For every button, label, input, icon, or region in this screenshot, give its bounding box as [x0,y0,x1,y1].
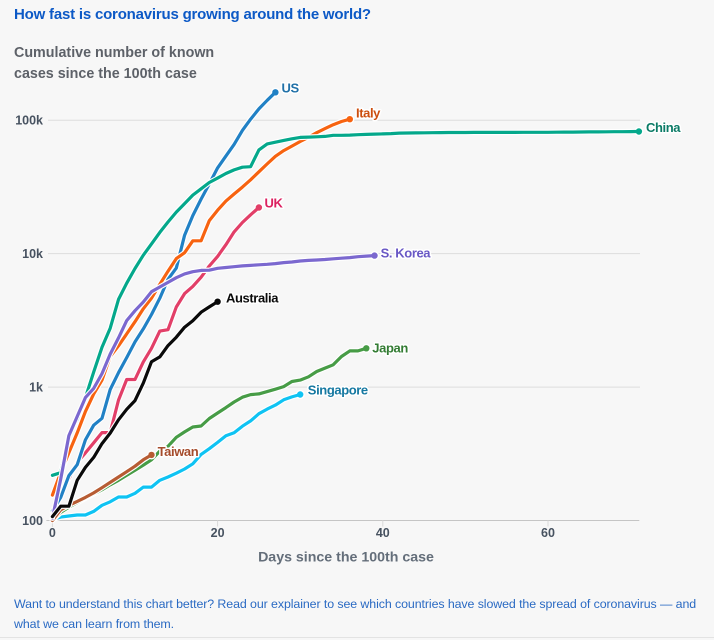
svg-text:Australia: Australia [226,291,279,306]
svg-text:UK: UK [265,196,284,211]
svg-text:40: 40 [376,526,390,540]
svg-text:60: 60 [541,526,555,540]
svg-text:Japan: Japan [372,340,408,355]
svg-text:1k: 1k [29,381,43,395]
svg-text:S. Korea: S. Korea [381,245,432,260]
svg-text:0: 0 [49,526,56,540]
svg-text:US: US [282,81,300,96]
svg-text:Days since the 100th case: Days since the 100th case [258,550,434,566]
svg-text:20: 20 [211,526,225,540]
svg-text:100k: 100k [15,114,43,128]
svg-text:Singapore: Singapore [308,383,368,398]
svg-text:10k: 10k [22,247,43,261]
svg-text:Taiwan: Taiwan [158,444,199,459]
svg-text:Italy: Italy [356,106,381,121]
svg-text:100: 100 [22,514,43,528]
svg-text:China: China [646,120,681,135]
